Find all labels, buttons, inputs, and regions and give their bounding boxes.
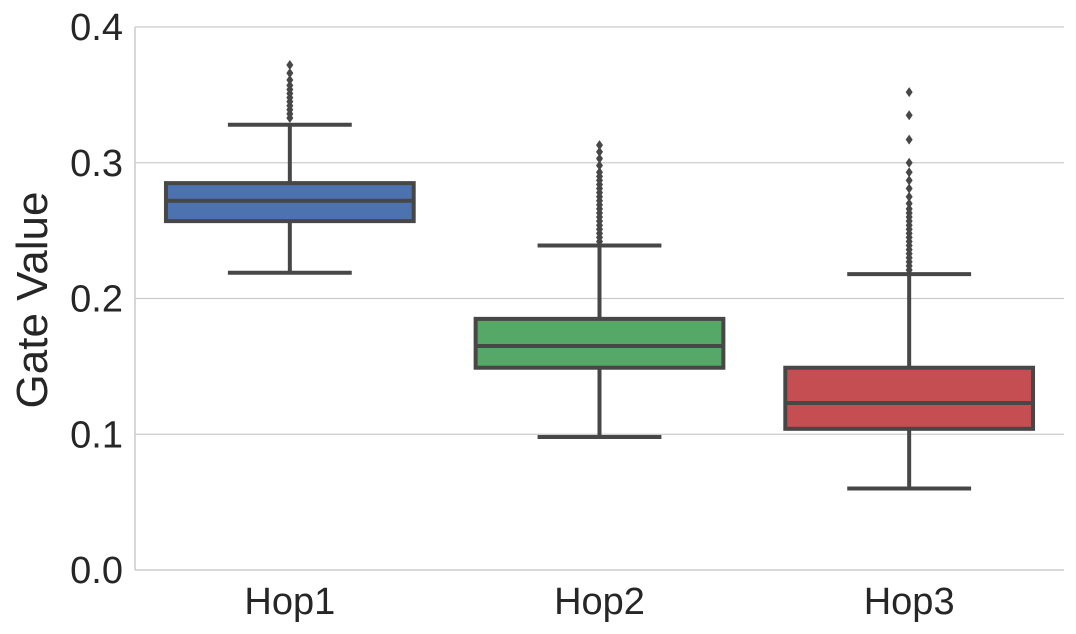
outlier-point	[286, 80, 294, 91]
outlier-point	[905, 157, 913, 168]
box-hop1	[163, 60, 416, 275]
y-tick-labels: 0.0 0.1 0.2 0.3 0.4	[70, 7, 123, 592]
x-tick-label: Hop1	[244, 581, 335, 623]
y-tick-label: 0.4	[70, 7, 123, 49]
outlier-point	[596, 160, 603, 171]
y-tick-label: 0.1	[70, 414, 123, 456]
x-tick-label: Hop3	[864, 581, 955, 623]
outlier-point	[596, 153, 603, 164]
outlier-point	[596, 167, 603, 178]
box-hop2	[473, 140, 726, 439]
outlier-point	[905, 191, 913, 202]
y-tick-label: 0.2	[70, 279, 123, 321]
outlier-point	[905, 87, 913, 98]
box-hop3	[783, 87, 1036, 491]
outlier-point	[905, 198, 913, 209]
outlier-point	[286, 60, 294, 71]
outlier-point	[905, 203, 913, 214]
y-tick-label: 0.3	[70, 143, 123, 185]
outlier-point	[286, 74, 294, 85]
outlier-point	[596, 140, 603, 151]
x-tick-label: Hop2	[554, 581, 645, 623]
outlier-point	[286, 68, 294, 79]
outlier-point	[596, 146, 603, 157]
iqr-box	[783, 365, 1036, 431]
outlier-point	[905, 183, 913, 194]
outlier-point	[905, 134, 913, 145]
boxes	[163, 60, 1036, 491]
outlier-point	[905, 175, 913, 186]
outlier-point	[905, 167, 913, 178]
axes	[134, 27, 1064, 571]
x-tick-labels: Hop1 Hop2 Hop3	[244, 581, 954, 623]
y-tick-label: 0.0	[70, 550, 123, 592]
y-axis-label: Gate Value	[8, 192, 57, 409]
outlier-point	[905, 110, 913, 121]
iqr-box	[473, 316, 726, 370]
